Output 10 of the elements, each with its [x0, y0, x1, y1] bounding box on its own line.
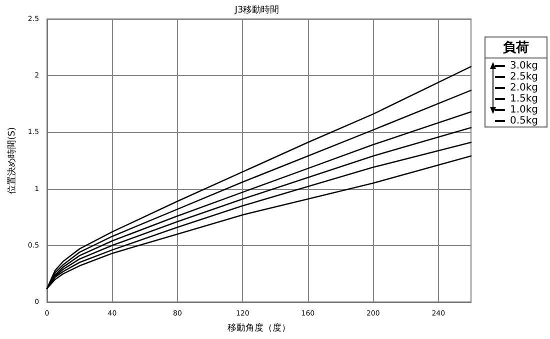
chart-title: J3移動時間 [234, 4, 280, 16]
legend-label: 2.0kg [510, 82, 538, 94]
legend-label: 1.0kg [510, 104, 538, 116]
legend-title: 負荷 [503, 40, 529, 56]
legend-label: 1.5kg [510, 94, 538, 104]
x-axis-title: 移動角度（度） [228, 322, 291, 334]
y-axis-title: 位置決め時間(S) [6, 127, 18, 194]
legend-label: 0.5kg [510, 116, 538, 126]
legend-label: 2.5kg [510, 72, 538, 82]
legend-label: 3.0kg [510, 60, 538, 72]
